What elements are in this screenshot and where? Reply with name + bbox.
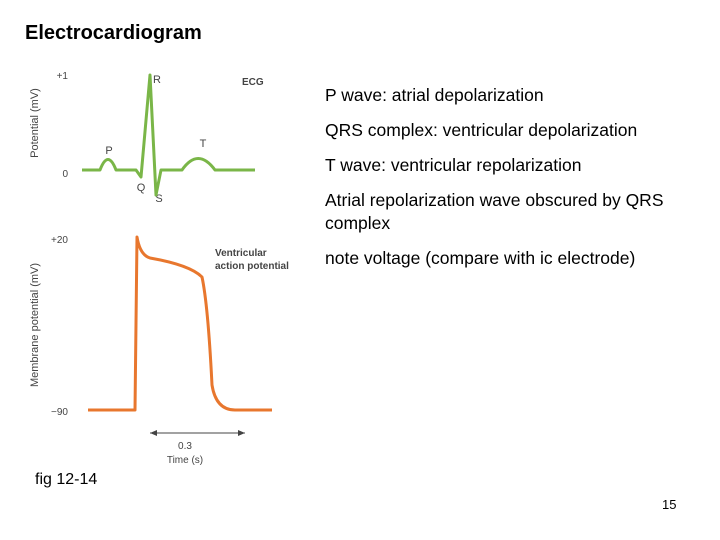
trace-label: Ventricular	[215, 248, 267, 259]
figure-reference: fig 12-14	[35, 471, 98, 488]
title: Electrocardiogram	[25, 22, 202, 44]
tick-label: +20	[51, 235, 68, 246]
bullet: QRS complex: ventricular depolarization	[325, 120, 638, 140]
scale-label: 0.3	[178, 441, 192, 452]
page-number: 15	[662, 497, 677, 512]
trace-label: action potential	[215, 261, 289, 272]
axis-label: Potential (mV)	[29, 88, 41, 158]
bullet: P wave: atrial depolarization	[325, 85, 544, 105]
wave-label: R	[153, 74, 161, 86]
wave-label: T	[200, 138, 207, 150]
wave-label: P	[105, 145, 112, 157]
tick-label: −90	[51, 407, 68, 418]
trace-label: ECG	[242, 77, 264, 88]
wave-label: Q	[137, 182, 146, 194]
bullet-list: P wave: atrial depolarization QRS comple…	[325, 84, 705, 282]
bullet: T wave: ventricular repolarization	[325, 155, 582, 175]
axis-label: Time (s)	[167, 455, 203, 466]
wave-label: S	[155, 193, 162, 205]
axis-label: Membrane potential (mV)	[29, 263, 41, 387]
tick-label: +1	[57, 71, 69, 82]
bullet: Atrial repolarization wave obscured by Q…	[325, 190, 664, 233]
ecg-trace	[82, 73, 255, 197]
tick-label: 0	[62, 169, 68, 180]
figure: Potential (mV) +1 0 R ECG P T Q S Membra…	[29, 71, 289, 466]
action-potential-trace	[88, 235, 272, 412]
bullet: note voltage (compare with ic electrode)	[325, 248, 636, 268]
